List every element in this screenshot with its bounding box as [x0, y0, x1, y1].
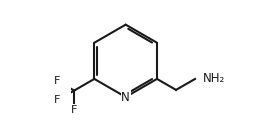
Text: N: N	[121, 91, 130, 103]
Text: F: F	[54, 95, 61, 105]
Text: F: F	[54, 76, 61, 86]
Text: F: F	[71, 105, 77, 115]
Text: NH₂: NH₂	[203, 72, 225, 85]
